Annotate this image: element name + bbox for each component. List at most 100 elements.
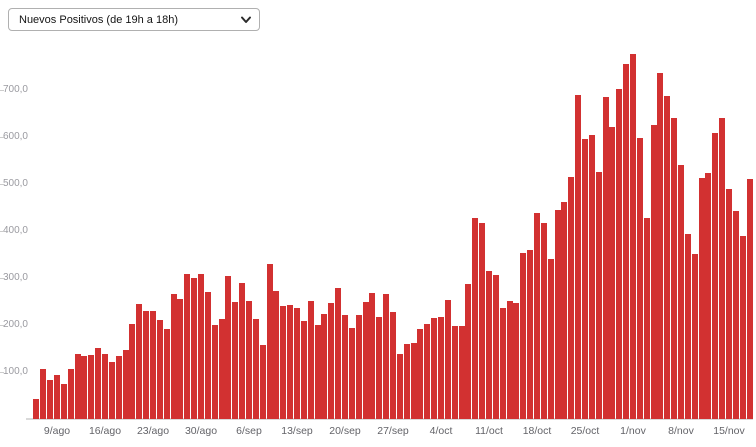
bar[interactable] — [664, 96, 671, 419]
bar[interactable] — [383, 294, 390, 419]
bar[interactable] — [534, 213, 540, 419]
bar[interactable] — [218, 319, 225, 419]
bar[interactable] — [444, 300, 451, 419]
bar[interactable] — [520, 253, 527, 419]
bar[interactable] — [177, 299, 184, 419]
bar[interactable] — [108, 362, 115, 419]
bar[interactable] — [554, 210, 561, 419]
bar[interactable] — [712, 133, 719, 419]
bar[interactable] — [671, 118, 678, 419]
bar[interactable] — [335, 288, 342, 419]
bar[interactable] — [266, 264, 273, 419]
bar[interactable] — [465, 284, 472, 419]
metric-select[interactable]: Nuevos Positivos (de 19h a 18h) — [8, 8, 260, 31]
bar[interactable] — [719, 118, 726, 419]
bar[interactable] — [95, 348, 102, 419]
bar[interactable] — [410, 343, 417, 419]
bar[interactable] — [273, 291, 280, 419]
bar[interactable] — [705, 173, 712, 419]
bar[interactable] — [150, 311, 156, 419]
bar[interactable] — [451, 326, 458, 419]
bar[interactable] — [527, 250, 534, 419]
bar[interactable] — [678, 165, 684, 419]
bar[interactable] — [102, 354, 108, 419]
bar[interactable] — [225, 276, 232, 419]
bar[interactable] — [588, 135, 595, 419]
bar[interactable] — [390, 312, 396, 419]
bar[interactable] — [630, 54, 636, 419]
bar[interactable] — [595, 172, 602, 419]
bar[interactable] — [417, 329, 424, 419]
bar[interactable] — [650, 125, 657, 419]
bar[interactable] — [314, 325, 321, 419]
bar[interactable] — [602, 97, 609, 419]
bar[interactable] — [623, 64, 630, 419]
bar[interactable] — [575, 95, 582, 419]
bar[interactable] — [259, 345, 266, 419]
bar[interactable] — [191, 278, 198, 419]
bar[interactable] — [88, 355, 95, 419]
bar[interactable] — [156, 320, 163, 419]
bar[interactable] — [396, 354, 403, 419]
bar[interactable] — [204, 292, 211, 419]
bar[interactable] — [74, 354, 81, 419]
bar[interactable] — [54, 375, 60, 419]
bar[interactable] — [328, 303, 335, 419]
bar[interactable] — [369, 293, 376, 419]
bar[interactable] — [458, 326, 465, 419]
bar[interactable] — [479, 223, 486, 419]
bar[interactable] — [424, 324, 431, 419]
bar[interactable] — [67, 369, 74, 419]
bar[interactable] — [609, 127, 616, 419]
bar[interactable] — [746, 179, 753, 419]
bar[interactable] — [287, 305, 294, 419]
bar[interactable] — [40, 369, 47, 419]
bar[interactable] — [684, 234, 691, 419]
bar[interactable] — [540, 223, 547, 419]
bar[interactable] — [81, 356, 88, 419]
bar[interactable] — [246, 301, 252, 419]
bar[interactable] — [300, 321, 307, 419]
bar[interactable] — [691, 254, 698, 419]
bar[interactable] — [657, 73, 664, 419]
bar[interactable] — [321, 314, 328, 419]
bar[interactable] — [506, 301, 513, 419]
bar[interactable] — [342, 315, 348, 419]
bar[interactable] — [184, 274, 191, 419]
bar[interactable] — [198, 274, 204, 419]
bar[interactable] — [143, 311, 150, 419]
bar[interactable] — [403, 344, 410, 419]
bar[interactable] — [431, 318, 438, 419]
bar[interactable] — [47, 380, 54, 419]
bar[interactable] — [252, 319, 259, 419]
bar[interactable] — [499, 308, 506, 419]
bar[interactable] — [294, 308, 300, 419]
bar[interactable] — [348, 328, 355, 419]
bar[interactable] — [232, 302, 239, 419]
bar[interactable] — [726, 189, 732, 419]
bar[interactable] — [561, 202, 568, 419]
bar[interactable] — [60, 384, 67, 419]
bar[interactable] — [122, 350, 129, 419]
bar[interactable] — [486, 271, 492, 419]
bar[interactable] — [568, 177, 575, 419]
bar[interactable] — [472, 218, 479, 419]
bar[interactable] — [129, 324, 136, 419]
bar[interactable] — [362, 302, 369, 419]
bar[interactable] — [211, 325, 218, 419]
bar[interactable] — [643, 218, 650, 419]
bar[interactable] — [33, 399, 40, 419]
bar[interactable] — [513, 303, 520, 419]
bar[interactable] — [170, 294, 177, 419]
bar[interactable] — [280, 306, 287, 419]
bar[interactable] — [582, 139, 588, 419]
bar[interactable] — [115, 356, 122, 419]
bar[interactable] — [732, 211, 739, 419]
bar[interactable] — [739, 236, 746, 419]
bar[interactable] — [616, 89, 623, 419]
bar[interactable] — [163, 329, 170, 419]
bar[interactable] — [438, 317, 444, 419]
bar[interactable] — [136, 304, 143, 419]
bar[interactable] — [376, 317, 383, 419]
bar[interactable] — [492, 275, 499, 419]
